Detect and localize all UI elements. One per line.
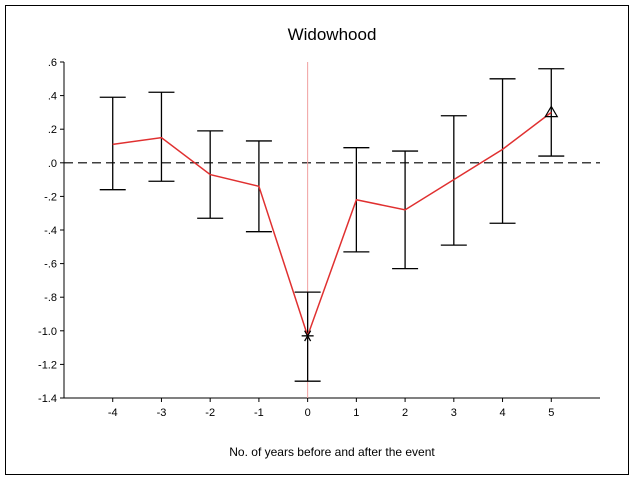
x-axis-ticks: -4 -3 -2 -1 0 1 2 3 4 5 [108,398,554,419]
y-tick-label: .4 [48,91,57,103]
x-tick-label: -2 [205,407,215,419]
x-tick-label: 3 [451,407,457,419]
reference-lines [64,62,600,398]
error-bar [99,96,126,191]
y-tick-label: -.6 [44,259,57,271]
markers [301,105,559,342]
series-lines [112,111,552,339]
y-tick-label: -1.0 [38,326,57,338]
y-tick-label: .0 [48,158,57,170]
x-tick-label: -1 [254,407,264,419]
axes [63,62,600,399]
y-tick-label: -1.4 [38,393,57,405]
triangle-marker [544,105,559,118]
error-bar [148,91,175,182]
x-tick-label: 0 [305,407,311,419]
y-tick-label: -.2 [44,191,57,203]
asterisk-stroke [304,330,312,342]
chart-title: Widowhood [288,25,377,44]
error-bar [489,78,516,224]
y-tick-label: -.4 [44,225,57,237]
x-tick-label: 1 [353,407,359,419]
x-tick-label: 4 [499,407,505,419]
x-tick-label: -3 [157,407,167,419]
chart-frame: Widowhood No. of years before and after … [5,5,629,475]
x-tick-label: 2 [402,407,408,419]
error-bars [99,68,565,382]
x-tick-label: -4 [108,407,118,419]
asterisk-marker [301,330,314,342]
chart-svg: Widowhood No. of years before and after … [38,25,600,459]
series-line [112,111,552,339]
y-tick-label: -1.2 [38,359,57,371]
y-tick-label: -.8 [44,292,57,304]
x-tick-label: 5 [548,407,554,419]
y-tick-label: .2 [48,124,57,136]
x-axis-title: No. of years before and after the event [229,445,435,459]
y-axis-ticks: .6 .4 .2 .0 -.2 -.4 -.6 -.8 -1.0 -1.2 -1.4 [38,57,64,405]
y-tick-label: .6 [48,57,57,69]
